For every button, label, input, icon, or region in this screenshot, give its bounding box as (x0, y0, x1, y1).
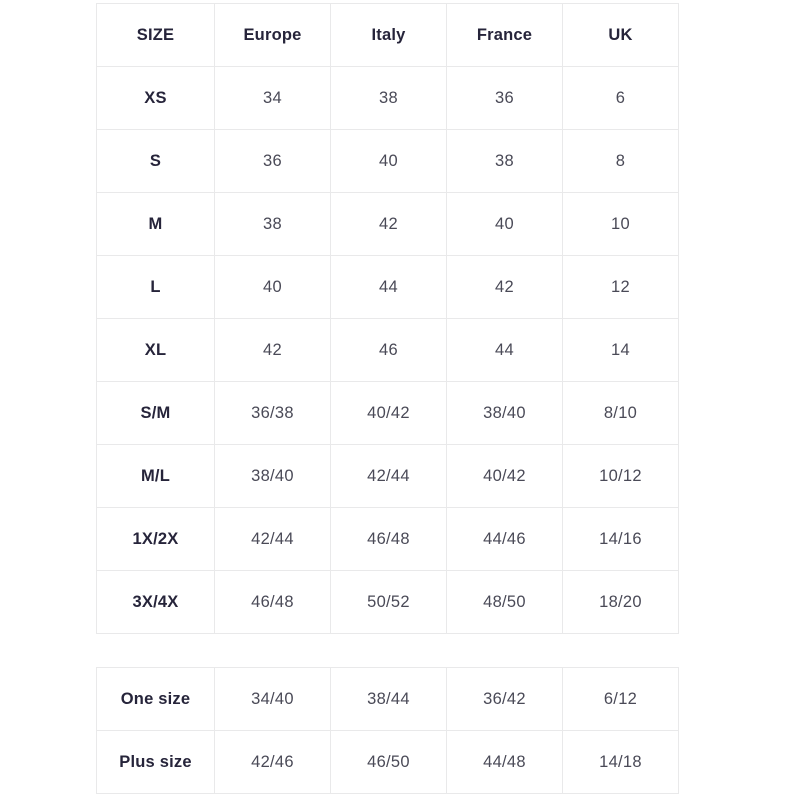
table-row: S 36 40 38 8 (96, 129, 679, 193)
column-header-uk: UK (562, 3, 679, 67)
cell-italy: 46/50 (330, 730, 447, 794)
secondary-size-table: One size 34/40 38/44 36/42 6/12 Plus siz… (96, 667, 679, 794)
cell-france: 38/40 (446, 381, 563, 445)
cell-italy: 40/42 (330, 381, 447, 445)
cell-france: 44/46 (446, 507, 563, 571)
row-header-size: S/M (96, 381, 215, 445)
cell-uk: 8 (562, 129, 679, 193)
row-header-size: M (96, 192, 215, 256)
cell-europe: 42/44 (214, 507, 331, 571)
row-header-plus-size: Plus size (96, 730, 215, 794)
cell-uk: 12 (562, 255, 679, 319)
column-header-size: SIZE (96, 3, 215, 67)
cell-italy: 50/52 (330, 570, 447, 634)
cell-france: 48/50 (446, 570, 563, 634)
primary-size-table: SIZE Europe Italy France UK XS 34 38 36 … (96, 3, 679, 634)
cell-europe: 36 (214, 129, 331, 193)
cell-france: 40/42 (446, 444, 563, 508)
cell-europe: 38 (214, 192, 331, 256)
cell-italy: 38 (330, 66, 447, 130)
row-header-one-size: One size (96, 667, 215, 731)
primary-table-header: SIZE Europe Italy France UK (96, 3, 679, 67)
table-row: M/L 38/40 42/44 40/42 10/12 (96, 444, 679, 508)
cell-uk: 14/16 (562, 507, 679, 571)
row-header-size: M/L (96, 444, 215, 508)
cell-uk: 14/18 (562, 730, 679, 794)
cell-italy: 46/48 (330, 507, 447, 571)
table-row: XL 42 46 44 14 (96, 318, 679, 382)
cell-uk: 14 (562, 318, 679, 382)
cell-italy: 42 (330, 192, 447, 256)
cell-france: 44/48 (446, 730, 563, 794)
cell-europe: 40 (214, 255, 331, 319)
cell-italy: 46 (330, 318, 447, 382)
column-header-italy: Italy (330, 3, 447, 67)
cell-italy: 44 (330, 255, 447, 319)
cell-europe: 38/40 (214, 444, 331, 508)
cell-france: 42 (446, 255, 563, 319)
secondary-table-body: One size 34/40 38/44 36/42 6/12 Plus siz… (96, 667, 679, 794)
cell-italy: 40 (330, 129, 447, 193)
cell-italy: 42/44 (330, 444, 447, 508)
primary-table-body: XS 34 38 36 6 S 36 40 38 8 M 38 42 40 10 (96, 66, 679, 634)
cell-europe: 36/38 (214, 381, 331, 445)
row-header-size: XS (96, 66, 215, 130)
row-header-size: S (96, 129, 215, 193)
table-row: One size 34/40 38/44 36/42 6/12 (96, 667, 679, 731)
table-row: S/M 36/38 40/42 38/40 8/10 (96, 381, 679, 445)
table-row: 3X/4X 46/48 50/52 48/50 18/20 (96, 570, 679, 634)
row-header-size: 1X/2X (96, 507, 215, 571)
cell-uk: 10/12 (562, 444, 679, 508)
table-header-row: SIZE Europe Italy France UK (96, 3, 679, 67)
cell-uk: 18/20 (562, 570, 679, 634)
table-row: XS 34 38 36 6 (96, 66, 679, 130)
cell-france: 40 (446, 192, 563, 256)
cell-france: 36/42 (446, 667, 563, 731)
table-row: L 40 44 42 12 (96, 255, 679, 319)
cell-italy: 38/44 (330, 667, 447, 731)
row-header-size: 3X/4X (96, 570, 215, 634)
cell-uk: 6 (562, 66, 679, 130)
cell-europe: 42/46 (214, 730, 331, 794)
table-row: M 38 42 40 10 (96, 192, 679, 256)
row-header-size: XL (96, 318, 215, 382)
row-header-size: L (96, 255, 215, 319)
table-row: 1X/2X 42/44 46/48 44/46 14/16 (96, 507, 679, 571)
cell-france: 44 (446, 318, 563, 382)
cell-europe: 42 (214, 318, 331, 382)
table-row: Plus size 42/46 46/50 44/48 14/18 (96, 730, 679, 794)
cell-europe: 34/40 (214, 667, 331, 731)
column-header-france: France (446, 3, 563, 67)
cell-france: 38 (446, 129, 563, 193)
cell-europe: 46/48 (214, 570, 331, 634)
column-header-europe: Europe (214, 3, 331, 67)
cell-europe: 34 (214, 66, 331, 130)
cell-uk: 10 (562, 192, 679, 256)
cell-uk: 6/12 (562, 667, 679, 731)
cell-france: 36 (446, 66, 563, 130)
cell-uk: 8/10 (562, 381, 679, 445)
